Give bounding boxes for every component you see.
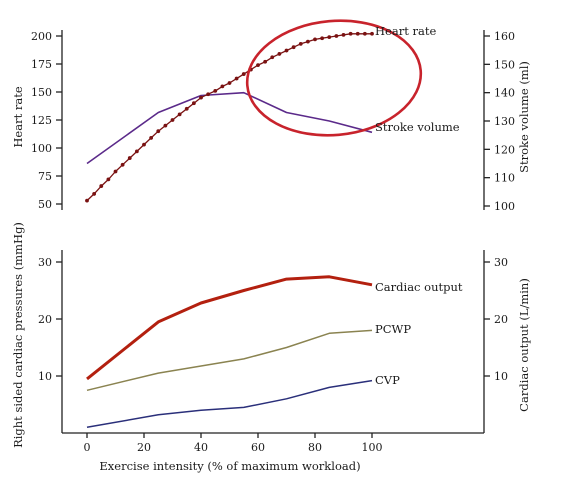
pcwp-annotation: PCWP — [375, 322, 411, 336]
cardiac-output-axis-tick-label: 10 — [494, 370, 508, 383]
heart-rate-point — [341, 32, 346, 37]
heart-rate-point — [163, 123, 168, 128]
stroke-volume-axis-tick-label: 130 — [494, 115, 515, 128]
heart-rate-point — [334, 34, 339, 38]
stroke-volume-annotation: Stroke volume — [375, 120, 460, 134]
heart-rate-point — [191, 101, 196, 106]
pressure-axis-tick-label: 10 — [38, 370, 52, 383]
heart-rate-point — [305, 39, 310, 44]
stroke-volume-axis-tick-label: 150 — [494, 58, 515, 71]
heart-rate-point — [320, 36, 325, 41]
heart-rate-point — [134, 149, 139, 154]
heart-rate-point — [142, 142, 146, 147]
heart-rate-point — [313, 37, 317, 42]
stroke-volume-axis-tick-label: 160 — [494, 30, 515, 43]
heart-rate-annotation: Heart rate — [375, 24, 436, 38]
heart-rate-point — [227, 81, 232, 85]
cardiac-output-axis-tick-label: 20 — [494, 313, 508, 326]
heart-rate-point — [156, 129, 161, 134]
heart-rate-point — [120, 162, 125, 167]
heart-rate-line — [86, 33, 372, 202]
heart-rate-point — [327, 35, 332, 40]
cvp-annotation: CVP — [375, 373, 400, 387]
heart-rate-axis-title: Heart rate — [11, 86, 25, 147]
cardiac-output-axis-tick-label: 30 — [494, 256, 508, 269]
heart-rate-point — [99, 184, 104, 188]
cardiac-output-axis-title: Cardiac output (L/min) — [517, 278, 531, 412]
heart-rate-axis-tick-label: 175 — [31, 58, 52, 71]
x-axis-tick-label: 0 — [84, 441, 91, 454]
x-axis-tick-label: 40 — [194, 441, 208, 454]
cardiac-output-annotation: Cardiac output — [375, 280, 463, 294]
heart-rate-point — [277, 52, 282, 56]
top-panel: 50 75 100 125 150 175 200 100 110 120 130 140 150 160 — [31, 19, 515, 213]
cardiac-pressures-axis-title: Right sided cardiac pressures (mmHg) — [11, 222, 25, 448]
stroke-volume-axis-tick-label: 110 — [494, 172, 515, 185]
heart-rate-point — [284, 48, 289, 53]
heart-rate-point — [220, 84, 225, 89]
heart-rate-point — [291, 45, 296, 50]
pressure-axis-tick-label: 20 — [38, 313, 52, 326]
heart-rate-axis-tick-label: 50 — [38, 198, 52, 211]
heart-rate-axis-tick-label: 125 — [31, 114, 52, 127]
stroke-volume-axis-title: Stroke volume (ml) — [517, 61, 531, 173]
x-axis-tick-label: 60 — [251, 441, 265, 454]
heart-rate-point — [206, 92, 211, 97]
x-axis-tick-label: 100 — [362, 441, 383, 454]
heart-rate-axis-tick-label: 75 — [38, 170, 52, 183]
heart-rate-point — [113, 169, 118, 174]
heart-rate-axis-tick-label: 150 — [31, 86, 52, 99]
heart-rate-point — [85, 198, 89, 203]
cardiac-output-line — [86, 275, 373, 381]
stroke-volume-line — [86, 91, 373, 165]
heart-rate-axis-tick-label: 100 — [31, 142, 52, 155]
pressure-axis-tick-label: 30 — [38, 256, 52, 269]
heart-rate-point — [177, 112, 182, 117]
heart-rate-point — [256, 63, 260, 68]
x-axis-tick-label: 20 — [137, 441, 151, 454]
heart-rate-point — [355, 31, 360, 36]
heart-rate-point — [270, 55, 275, 60]
heart-rate-axis-tick-label: 200 — [31, 30, 52, 43]
heart-rate-point — [184, 106, 189, 111]
heart-rate-point — [106, 177, 111, 182]
heart-rate-point — [170, 118, 175, 122]
highlight-ellipse — [245, 19, 423, 137]
pcwp-line — [86, 329, 373, 392]
heart-rate-point — [213, 88, 218, 93]
stroke-volume-axis-tick-label: 120 — [494, 143, 515, 156]
heart-rate-point — [234, 76, 239, 81]
x-axis-tick-label: 80 — [308, 441, 322, 454]
x-axis: 0 20 40 60 80 100 — [62, 432, 484, 454]
stroke-volume-axis-tick-label: 100 — [494, 200, 515, 213]
heart-rate-point — [92, 192, 97, 196]
bottom-panel: 10 20 30 10 20 30 — [38, 250, 508, 433]
heart-rate-point — [348, 31, 353, 36]
heart-rate-point — [241, 72, 246, 76]
heart-rate-point — [127, 156, 132, 160]
heart-rate-point — [149, 136, 154, 140]
cvp-line — [86, 379, 373, 429]
heart-rate-point — [370, 31, 374, 36]
stroke-volume-axis-tick-label: 140 — [494, 87, 515, 100]
heart-rate-point — [199, 95, 203, 100]
heart-rate-point — [362, 31, 367, 36]
x-axis-title: Exercise intensity (% of maximum workloa… — [99, 459, 360, 473]
heart-rate-point — [263, 59, 268, 64]
heart-rate-point — [298, 41, 303, 46]
